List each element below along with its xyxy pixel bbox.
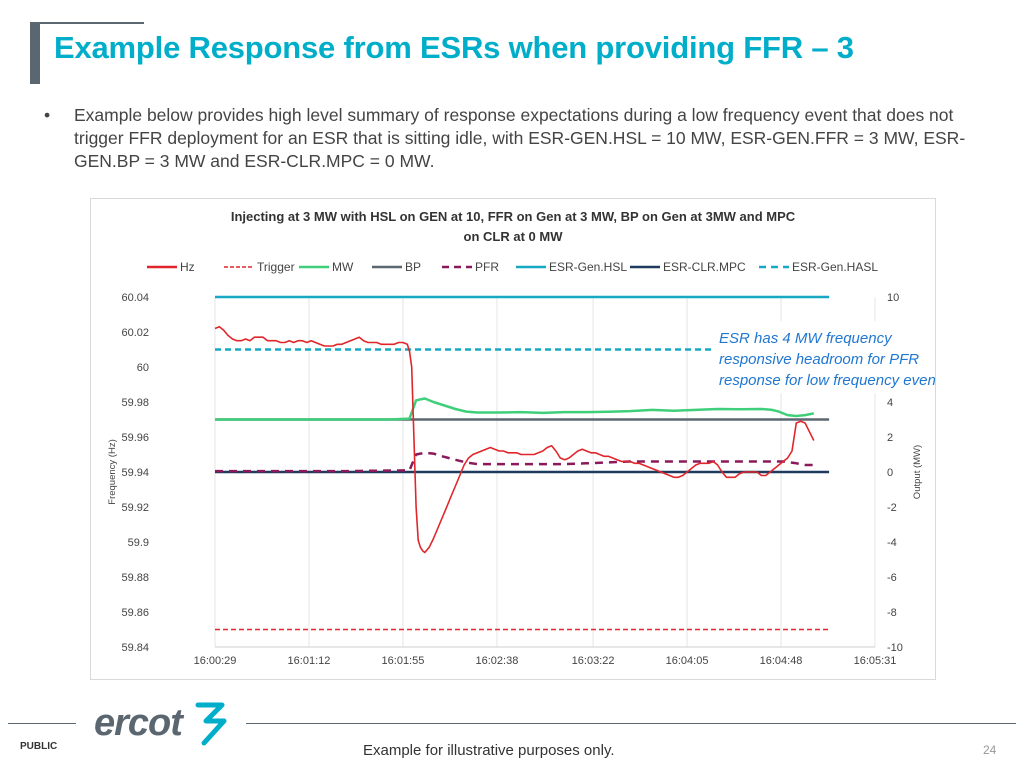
y-left-tick-label: 59.88 [121, 572, 149, 584]
y-right-tick-label: 2 [887, 432, 893, 444]
x-tick-label: 16:05:31 [854, 655, 897, 667]
legend-label: Hz [180, 260, 195, 274]
footer-rule-left [8, 723, 76, 724]
y-left-tick-label: 60.04 [121, 292, 149, 304]
y-right-tick-label: 10 [887, 292, 899, 304]
legend-label: ESR-Gen.HASL [792, 260, 878, 274]
page-number: 24 [983, 743, 997, 757]
logo-wordmark: ercot [94, 702, 184, 744]
x-tick-label: 16:04:48 [760, 655, 803, 667]
series-line-mw [215, 397, 815, 421]
ercot-logo: ercot [92, 697, 242, 752]
x-tick-label: 16:00:29 [194, 655, 237, 667]
y-left-tick-label: 60.02 [121, 327, 149, 339]
y-right-tick-label: 4 [887, 397, 893, 409]
footer-rule-right [246, 723, 1016, 724]
footer-note: Example for illustrative purposes only. [363, 742, 615, 759]
y-right-tick-label: 0 [887, 467, 893, 479]
y-left-tick-label: 59.84 [121, 642, 149, 654]
legend-label: PFR [475, 260, 499, 274]
frequency-output-chart: Injecting at 3 MW with HSL on GEN at 10,… [107, 209, 993, 667]
y-right-axis-title: Output (MW) [912, 445, 923, 499]
y-left-axis-title: Frequency (Hz) [107, 439, 118, 504]
bullet-text: Example below provides high level summar… [74, 105, 966, 171]
title-accent-rule [30, 22, 144, 24]
y-left-tick-label: 59.94 [121, 467, 149, 479]
y-left-tick-label: 60 [137, 362, 149, 374]
logo-mark-icon [195, 702, 227, 746]
y-left-tick-label: 59.98 [121, 397, 149, 409]
x-tick-label: 16:02:38 [476, 655, 519, 667]
title-accent-bar [30, 22, 40, 84]
x-tick-label: 16:03:22 [572, 655, 615, 667]
classification-label: PUBLIC [20, 741, 58, 752]
chart-frame: Injecting at 3 MW with HSL on GEN at 10,… [90, 198, 993, 680]
x-tick-label: 16:01:12 [288, 655, 331, 667]
y-left-tick-label: 59.96 [121, 432, 149, 444]
series-line-hz [214, 325, 815, 554]
y-right-tick-label: -6 [887, 572, 897, 584]
y-right-tick-label: -2 [887, 502, 897, 514]
callout-text-line: ESR has 4 MW frequency [719, 330, 893, 347]
chart-title-line: on CLR at 0 MW [464, 229, 564, 244]
bullet-point: • Example below provides high level summ… [44, 104, 974, 173]
y-right-tick-label: -8 [887, 607, 897, 619]
x-tick-label: 16:04:05 [666, 655, 709, 667]
legend-label: BP [405, 260, 421, 274]
y-left-tick-label: 59.86 [121, 607, 149, 619]
chart-title-line: Injecting at 3 MW with HSL on GEN at 10,… [231, 209, 796, 224]
series-line-pfr [215, 451, 814, 473]
callout-text-line: response for low frequency events. [719, 372, 935, 389]
y-right-tick-label: -10 [887, 642, 903, 654]
legend-label: ESR-Gen.HSL [549, 260, 627, 274]
bullet-marker: • [44, 105, 51, 125]
y-left-tick-label: 59.92 [121, 502, 149, 514]
legend-label: ESR-CLR.MPC [663, 260, 746, 274]
y-right-tick-label: -4 [887, 537, 897, 549]
slide-title: Example Response from ESRs when providin… [54, 30, 854, 65]
legend-label: Trigger [257, 260, 295, 274]
x-tick-label: 16:01:55 [382, 655, 425, 667]
y-left-tick-label: 59.9 [128, 537, 149, 549]
legend-label: MW [332, 260, 354, 274]
callout-text-line: responsive headroom for PFR [719, 351, 919, 368]
